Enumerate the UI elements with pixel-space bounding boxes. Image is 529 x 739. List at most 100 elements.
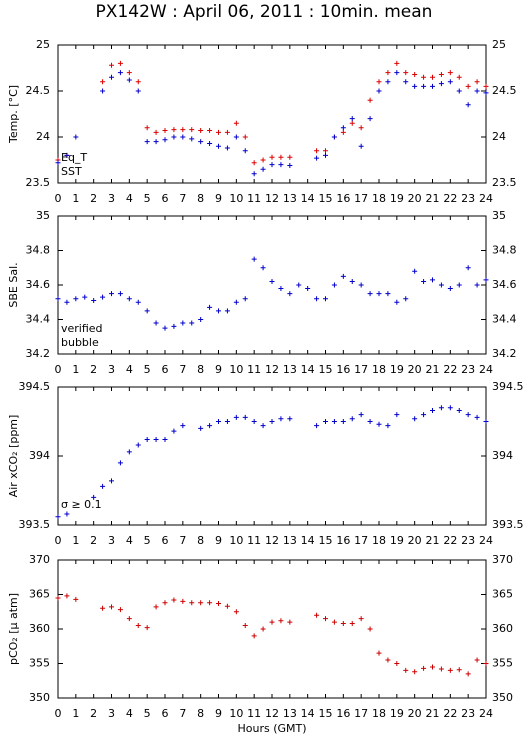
x-tick-label: 2 [90,534,97,547]
data-point [224,129,230,135]
data-point [198,317,204,322]
x-tick-label: 21 [426,707,440,720]
data-point [269,154,275,160]
data-point [109,74,114,80]
data-point [251,171,257,177]
data-point [135,442,141,448]
data-point [438,81,444,87]
y-tick-label: 350 [29,691,50,704]
data-point [287,291,293,297]
y-tick-label: 34.2 [492,347,517,360]
x-tick-label: 11 [247,534,261,547]
y-tick-label: 23.5 [26,176,51,189]
y-tick-label: 365 [492,588,513,601]
data-point [251,256,257,262]
data-point [438,405,444,411]
x-tick-label: 18 [372,192,386,205]
x-tick-label: 7 [179,534,186,547]
data-point [189,127,195,133]
data-point [385,79,391,85]
y-tick-label: 370 [29,553,50,566]
x-tick-label: 0 [55,192,62,205]
x-axis-label: Hours (GMT) [237,722,306,735]
data-point [358,125,364,131]
data-point [278,285,284,291]
x-tick-label: 15 [319,707,333,720]
data-point [349,279,355,285]
data-point [55,160,61,166]
data-point [109,604,114,610]
data-point [198,425,204,431]
data-point [456,88,462,94]
data-point [126,296,132,302]
data-point [216,308,221,314]
x-tick-label: 12 [265,534,279,547]
data-point [430,407,435,413]
x-tick-label: 13 [283,534,297,547]
data-point [269,162,275,168]
y-tick-label: 355 [29,657,50,670]
data-point [162,600,168,606]
data-point [260,166,266,172]
data-point [305,285,311,291]
x-tick-label: 4 [126,534,133,547]
data-point [278,618,284,624]
data-point [251,633,257,639]
data-point [474,88,480,94]
x-tick-label: 9 [215,707,222,720]
data-point [349,416,355,422]
data-point [153,604,159,610]
data-point [385,657,391,663]
data-point [323,616,328,622]
x-tick-label: 23 [461,707,475,720]
data-point [269,279,275,285]
data-point [117,291,123,297]
data-point [109,478,114,484]
x-tick-label: 19 [390,707,404,720]
data-point [162,137,168,143]
data-point [394,412,400,418]
data-point [100,79,106,85]
data-point [340,129,346,135]
data-point [153,436,159,442]
x-tick-label: 5 [144,192,151,205]
data-point [483,277,489,283]
y-tick-label: 34.4 [26,313,51,326]
x-tick-label: 2 [90,707,97,720]
x-tick-label: 6 [162,534,169,547]
x-tick-label: 20 [408,363,422,376]
data-point [385,291,391,297]
y-tick-label: 34.6 [26,278,51,291]
data-point [162,128,168,134]
annotation: σ ≥ 0.1 [61,498,102,511]
data-point [207,128,213,134]
data-point [287,163,293,169]
data-point [367,116,373,122]
x-tick-label: 13 [283,363,297,376]
x-tick-label: 3 [108,534,115,547]
data-point [358,282,364,288]
data-point [394,60,400,66]
x-tick-label: 24 [479,192,493,205]
x-tick-label: 2 [90,192,97,205]
data-point [367,626,373,632]
y-tick-label: 394 [29,449,50,462]
data-point [447,70,453,76]
x-tick-label: 21 [426,534,440,547]
data-point [296,282,302,288]
x-tick-label: 7 [179,192,186,205]
x-tick-label: 20 [408,534,422,547]
data-point [385,423,391,429]
y-tick-label: 393.5 [19,518,51,531]
data-point [135,88,141,94]
data-point [430,83,435,89]
x-tick-label: 22 [443,363,457,376]
y-tick-label: 24 [492,130,506,143]
data-point [340,419,346,424]
data-point [323,152,328,158]
x-tick-label: 17 [354,707,368,720]
data-point [144,308,150,314]
data-point [224,308,230,314]
data-point [144,625,150,631]
data-point [394,299,400,305]
